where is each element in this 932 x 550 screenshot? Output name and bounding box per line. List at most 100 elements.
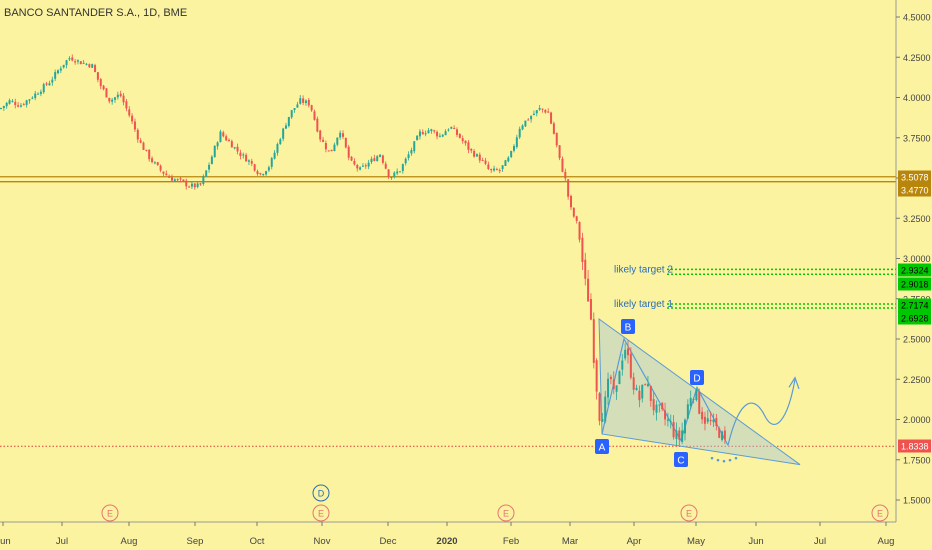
candle-body	[128, 109, 131, 116]
candle-body	[333, 144, 336, 151]
candle-body	[239, 152, 242, 157]
x-tick-label: Sep	[187, 536, 204, 547]
price-tag-label: 3.4770	[901, 186, 929, 196]
candle-body	[518, 128, 521, 138]
price-tag-label: 2.9018	[901, 280, 929, 290]
x-tick-label: Apr	[627, 536, 642, 547]
candle-body	[404, 158, 407, 164]
candle-body	[444, 131, 447, 136]
target-1-label: likely target 1	[614, 299, 673, 310]
target-2-label: likely target 2	[614, 264, 673, 275]
candle-body	[436, 131, 439, 137]
event-circle	[871, 504, 889, 522]
candle-body	[621, 360, 624, 370]
candle-body	[42, 84, 45, 93]
candle-body	[267, 167, 270, 171]
candle-body	[547, 111, 550, 113]
triangle-pattern	[598, 318, 801, 466]
abcd-path	[601, 337, 729, 446]
candle-body	[390, 177, 393, 179]
candle-body	[527, 119, 530, 121]
candle-body	[638, 390, 641, 401]
candle-body	[721, 431, 724, 440]
candle-body	[68, 58, 71, 60]
candle-body	[407, 154, 410, 159]
candle-body	[581, 237, 584, 263]
candle-body	[478, 154, 481, 161]
candle-body	[655, 404, 658, 413]
candle-body	[225, 136, 228, 141]
candle-body	[470, 148, 473, 151]
candle-body	[131, 115, 134, 122]
candle-body	[19, 105, 22, 107]
candle-body	[464, 140, 467, 144]
candle-body	[316, 118, 319, 132]
candle-body	[689, 397, 692, 407]
candle-body	[242, 154, 245, 156]
candle-body	[661, 403, 664, 410]
candle-body	[336, 137, 339, 145]
candle-body	[364, 165, 367, 167]
candle-body	[493, 168, 496, 171]
candle-body	[22, 104, 25, 106]
candle-body	[424, 133, 427, 135]
candle-body	[498, 169, 501, 171]
candle-body	[76, 60, 79, 62]
candle-body	[173, 179, 176, 182]
candle-body	[356, 165, 359, 169]
earnings-marker: E	[318, 509, 324, 519]
candle-body	[595, 360, 598, 392]
dot-marker	[716, 458, 720, 462]
candle-body	[136, 129, 139, 140]
candle-body	[635, 387, 638, 390]
candle-body	[285, 125, 287, 129]
candle-body	[296, 104, 299, 108]
dot-marker	[728, 458, 732, 462]
candle-body	[219, 131, 222, 143]
candle-body	[148, 149, 151, 160]
candles	[0, 54, 726, 447]
candle-body	[102, 85, 105, 90]
candle-body	[644, 384, 647, 386]
candle-body	[399, 171, 401, 173]
event-circle	[680, 504, 698, 522]
candle-body	[578, 222, 581, 240]
x-tick-label: Jul	[814, 536, 826, 547]
candle-body	[304, 100, 307, 104]
candle-body	[701, 411, 704, 420]
candle-body	[538, 108, 541, 110]
pattern-point-a: A	[599, 443, 606, 454]
candle-body	[624, 349, 627, 359]
candle-body	[433, 130, 436, 132]
candle-body	[327, 150, 330, 152]
candle-body	[96, 72, 99, 80]
price-tag-label: 2.9324	[901, 266, 929, 276]
candle-body	[253, 164, 256, 171]
candle-body	[202, 176, 205, 184]
candle-body	[5, 102, 8, 107]
candle-body	[302, 98, 305, 103]
candle-body	[273, 152, 276, 159]
candle-body	[62, 64, 65, 68]
candle-body	[319, 130, 322, 140]
candle-body	[287, 116, 290, 126]
candle-body	[698, 391, 701, 414]
candle-body	[313, 111, 316, 120]
dot-marker	[710, 456, 714, 460]
candle-body	[79, 61, 82, 65]
x-tick-label: Feb	[503, 536, 519, 547]
candle-body	[339, 132, 342, 138]
candle-body	[282, 128, 285, 139]
candle-body	[208, 164, 211, 170]
candle-body	[618, 371, 621, 384]
pattern-point-c: C	[677, 456, 684, 467]
candle-body	[541, 108, 544, 110]
candle-body	[532, 113, 535, 115]
y-tick-label: 2.0000	[903, 415, 931, 425]
x-tick-label: Jul	[56, 536, 68, 547]
candle-body	[473, 150, 476, 157]
candle-body	[28, 99, 31, 101]
candle-body	[535, 110, 538, 114]
earnings-marker: E	[107, 509, 113, 519]
